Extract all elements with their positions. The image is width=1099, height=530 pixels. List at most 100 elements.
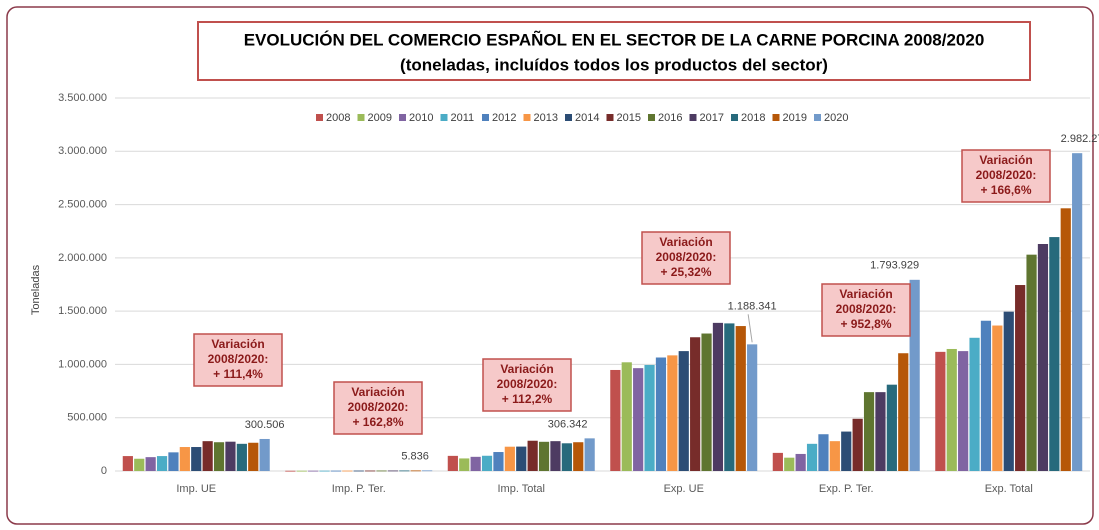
bar (156, 456, 168, 471)
bar (527, 440, 538, 471)
legend-label: 2013 (534, 112, 558, 124)
y-tick-label: 2.000.000 (58, 252, 107, 264)
bar (667, 355, 678, 471)
bar (422, 470, 433, 472)
bar (1015, 285, 1026, 471)
annotation-text: 2008/2020: (656, 250, 717, 264)
legend-label: 2008 (326, 112, 350, 124)
bar (958, 351, 969, 471)
bar (644, 364, 655, 471)
annotation-text: 2008/2020: (976, 168, 1037, 182)
legend-swatch (648, 114, 655, 121)
legend-swatch (523, 114, 531, 121)
bar (191, 447, 202, 471)
y-axis-label: Toneladas (30, 264, 42, 315)
bar (1003, 311, 1014, 471)
annotation-box (333, 381, 423, 435)
x-tick-label: Imp. UE (176, 483, 216, 495)
bar (935, 351, 946, 471)
data-label: 1.793.929 (870, 260, 919, 272)
x-tick-label: Imp. P. Ter. (332, 483, 386, 495)
bar (470, 456, 481, 471)
bar (573, 442, 584, 471)
annotation-text: + 162,8% (352, 415, 403, 429)
bar (992, 325, 1003, 471)
legend-label: 2015 (617, 112, 641, 124)
annotation-text: + 111,4% (213, 367, 263, 381)
bar (690, 337, 701, 471)
y-tick-label: 3.000.000 (58, 145, 107, 157)
legend-label: 2020 (824, 112, 848, 124)
bar (980, 320, 992, 471)
legend-swatch (731, 114, 738, 121)
legend-label: 2012 (492, 112, 516, 124)
bar (516, 446, 527, 471)
bar (633, 368, 644, 471)
bar (724, 323, 735, 471)
x-tick-label: Exp. P. Ter. (819, 483, 874, 495)
legend-swatch (316, 114, 323, 121)
bar (772, 452, 783, 471)
legend-swatch (689, 114, 697, 121)
annotation-text: + 166,6% (980, 183, 1031, 197)
bar (1037, 244, 1049, 471)
y-tick-label: 1.000.000 (58, 358, 107, 370)
annotation-box (961, 149, 1051, 203)
bar (863, 392, 875, 471)
bar (493, 452, 504, 471)
bar (829, 441, 840, 471)
y-tick-label: 0 (101, 465, 107, 477)
annotation-text: Variación (351, 385, 404, 399)
annotation-text: Variación (500, 362, 553, 376)
bar (909, 279, 920, 471)
data-label: 300.506 (245, 419, 285, 431)
bar (387, 470, 399, 472)
bar (308, 470, 319, 472)
legend-swatch (357, 114, 365, 121)
bar (1049, 237, 1060, 471)
annotation-text: + 112,2% (502, 392, 553, 406)
bar (655, 357, 667, 471)
bar (459, 458, 470, 471)
bar (365, 470, 376, 472)
title-box (197, 21, 1031, 81)
legend-swatch (814, 114, 821, 121)
bar (806, 443, 818, 471)
bar (886, 384, 897, 471)
legend-swatch (482, 114, 489, 121)
legend-label: 2010 (409, 112, 433, 124)
bar (342, 470, 353, 472)
bar (481, 455, 493, 471)
bar (285, 470, 296, 472)
annotation-text: Variación (979, 153, 1032, 167)
bar (712, 322, 724, 471)
chart-title: EVOLUCIÓN DEL COMERCIO ESPAÑOL EN EL SEC… (244, 29, 985, 49)
bar (561, 443, 572, 471)
data-label: 2.982.270 (1061, 133, 1099, 145)
bar (213, 442, 225, 471)
bar (946, 348, 957, 471)
bar (610, 369, 621, 471)
bar (179, 447, 190, 471)
y-tick-label: 1.500.000 (58, 305, 107, 317)
bar (841, 431, 852, 471)
bar (259, 438, 270, 471)
bar (1072, 153, 1083, 471)
bar (1026, 254, 1037, 471)
bar (1060, 208, 1071, 471)
bar (784, 457, 795, 471)
legend-swatch (440, 114, 448, 121)
bar (447, 455, 458, 471)
x-tick-label: Exp. Total (985, 483, 1033, 495)
bar (330, 470, 342, 472)
legend-swatch (399, 114, 406, 121)
bar (296, 470, 307, 472)
bar (584, 438, 595, 471)
annotation-text: 2008/2020: (208, 352, 269, 366)
bar (248, 442, 259, 471)
bar (399, 470, 410, 472)
legend-label: 2017 (700, 112, 724, 124)
bar (122, 456, 133, 471)
chart-subtitle: (toneladas, incluídos todos los producto… (400, 55, 828, 74)
